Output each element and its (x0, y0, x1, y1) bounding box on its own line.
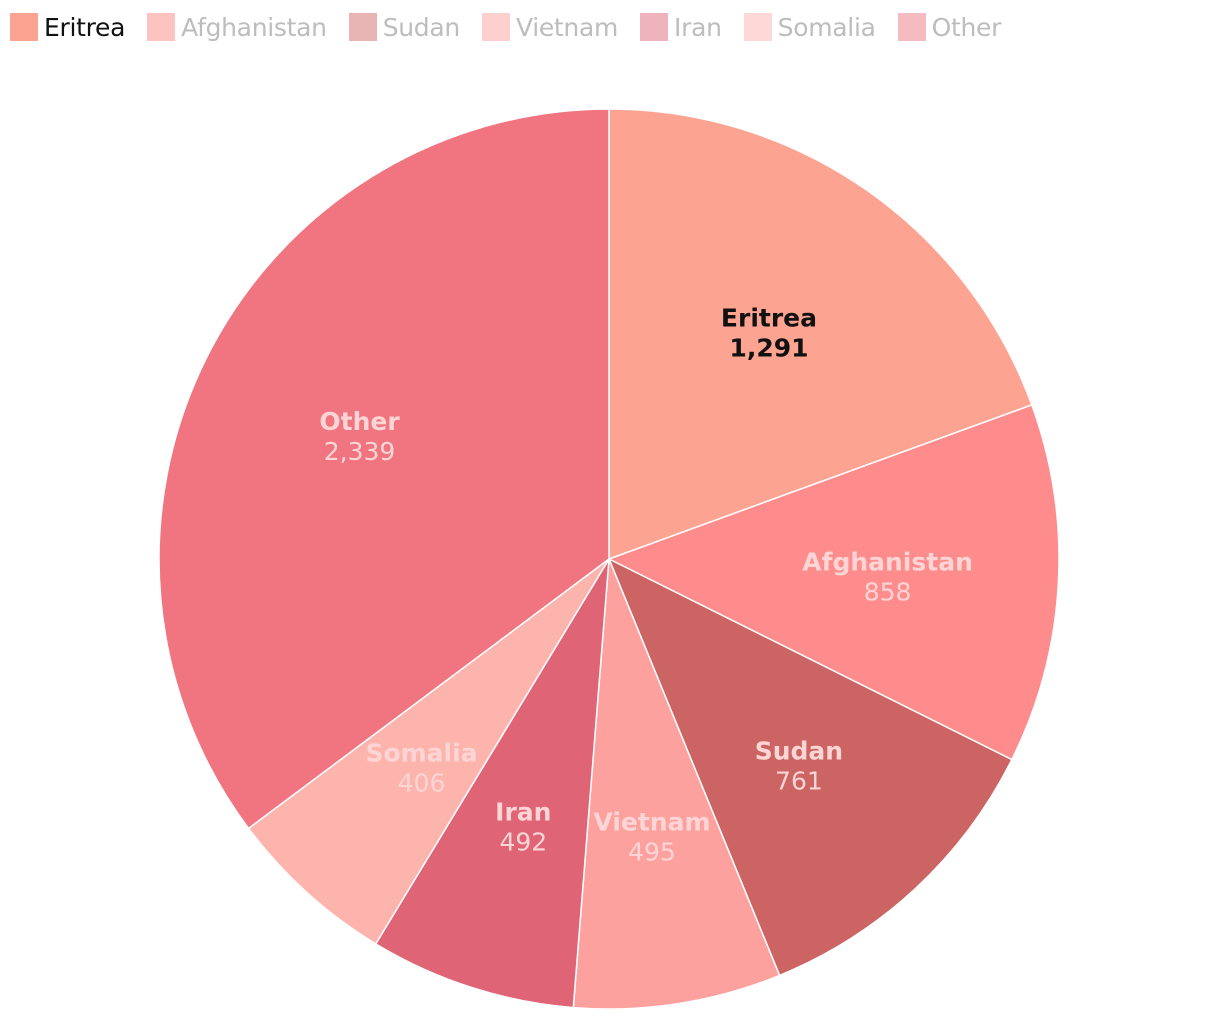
legend-label: Eritrea (44, 12, 126, 42)
slice-label-name: Iran (495, 798, 551, 827)
legend-item-somalia[interactable]: Somalia (743, 12, 876, 42)
slice-label-name: Somalia (365, 739, 477, 768)
slice-label-value: 761 (775, 766, 823, 795)
legend-label: Iran (674, 12, 722, 42)
legend-item-afghanistan[interactable]: Afghanistan (147, 13, 327, 42)
pie-slice-eritrea[interactable] (608, 108, 1033, 561)
legend-swatch (897, 13, 926, 41)
slice-label-value: 492 (499, 828, 547, 857)
slice-label-name: Vietnam (593, 808, 710, 837)
slice-label-name: Eritrea (721, 303, 817, 332)
pie-slice-iran[interactable] (374, 558, 610, 1009)
legend-swatch (640, 13, 669, 41)
legend-item-other[interactable]: Other (897, 12, 1002, 42)
legend-swatch (348, 13, 377, 41)
slice-label-name: Sudan (755, 736, 843, 765)
legend-label: Sudan (382, 12, 461, 42)
legend-label: Other (931, 12, 1002, 42)
pie-slice-vietnam[interactable] (572, 558, 781, 1010)
slice-label-value: 858 (864, 578, 912, 607)
legend-item-vietnam[interactable]: Vietnam (481, 12, 619, 42)
legend-item-iran[interactable]: Iran (640, 13, 722, 42)
slice-label-value: 2,339 (324, 437, 396, 466)
slice-label-name: Afghanistan (802, 548, 973, 577)
slice-label-value: 495 (628, 838, 676, 867)
legend-swatch (481, 13, 510, 41)
chart-legend: Eritrea Afghanistan Sudan Vietnam Iran Somali… (10, 8, 1023, 46)
slice-label-value: 1,291 (729, 333, 808, 362)
legend-label: Afghanistan (181, 12, 327, 42)
legend-item-sudan[interactable]: Sudan (348, 12, 461, 42)
legend-label: Vietnam (515, 12, 619, 42)
slice-label-value: 406 (398, 769, 446, 798)
pie-slice-other[interactable] (158, 108, 610, 830)
legend-swatch (10, 13, 38, 41)
pie-slice-sudan[interactable] (607, 557, 1013, 977)
legend-swatch (743, 13, 772, 41)
legend-item-eritrea[interactable]: Eritrea (10, 13, 125, 42)
legend-label: Somalia (777, 12, 876, 42)
slice-label-name: Other (319, 407, 400, 436)
pie-slice-afghanistan[interactable] (607, 403, 1060, 761)
pie-slice-somalia[interactable] (247, 558, 610, 945)
legend-swatch (147, 13, 176, 41)
